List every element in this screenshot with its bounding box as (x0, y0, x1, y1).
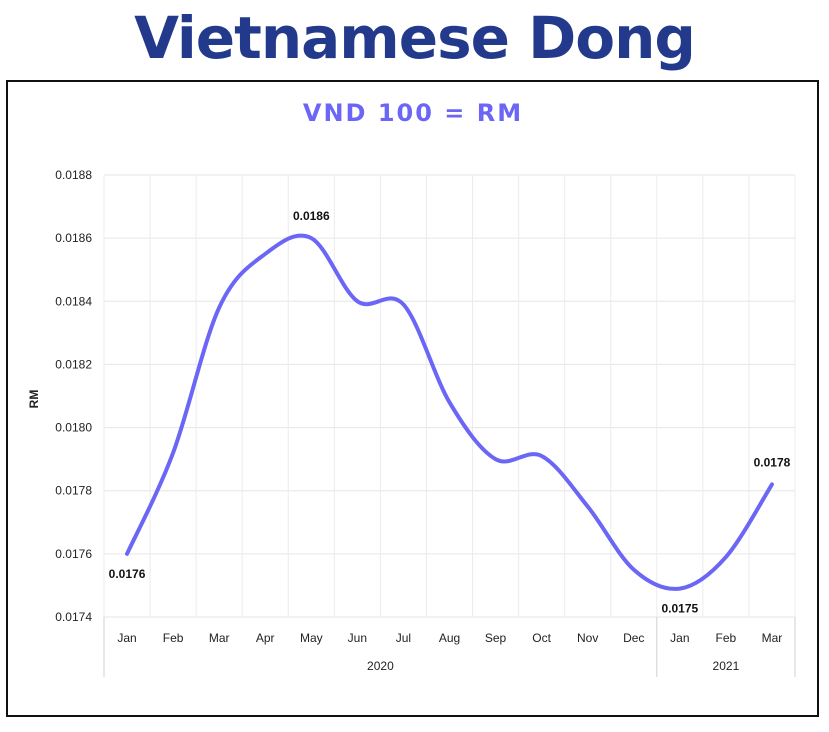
x-group-label: 2020 (367, 659, 394, 673)
x-tick-label: Feb (716, 631, 737, 645)
data-label: 0.0175 (661, 602, 698, 616)
x-tick-label: Feb (163, 631, 184, 645)
series-line (125, 233, 774, 591)
gridlines (103, 174, 796, 618)
data-label: 0.0176 (109, 567, 146, 581)
x-tick-label: Mar (762, 631, 783, 645)
y-tick-label: 0.0180 (55, 421, 92, 435)
y-tick-label: 0.0176 (55, 547, 92, 561)
x-tick-label: May (300, 631, 323, 645)
series-layer (125, 233, 774, 591)
y-axis-label: RM (27, 390, 41, 409)
x-tick-label: Jun (348, 631, 367, 645)
data-label: 0.0178 (754, 455, 791, 469)
chart-frame: VND 100 = RM 0.0188 0.0186 0.0184 0.0182 0.0… (6, 80, 819, 717)
x-tick-label: Nov (577, 631, 598, 645)
axes: 0.01880.01860.01840.01820.01800.01780.01… (55, 168, 796, 677)
x-tick-label: Mar (209, 631, 230, 645)
x-tick-label: Jul (396, 631, 411, 645)
y-tick-label: 0.0188 (55, 168, 92, 182)
x-group-label: 2021 (713, 659, 740, 673)
y-tick-label: 0.0182 (55, 357, 92, 371)
x-tick-label: Sep (485, 631, 507, 645)
y-tick-label: 0.0184 (55, 294, 92, 308)
x-tick-label: Oct (532, 631, 551, 645)
y-tick-label: 0.0178 (55, 484, 92, 498)
line-chart: VND 100 = RM 0.0188 0.0186 0.0184 0.0182 0.0… (27, 99, 796, 677)
page-title: Vietnamese Dong (134, 4, 696, 72)
data-labels: 0.0176 0.0186 0.0175 0.0178 (109, 209, 791, 615)
x-tick-label: Apr (256, 631, 275, 645)
x-tick-label: Jan (670, 631, 689, 645)
y-tick-label: 0.0186 (55, 231, 92, 245)
data-label: 0.0186 (293, 209, 330, 223)
x-tick-label: Aug (439, 631, 460, 645)
y-tick-label: 0.0174 (55, 610, 92, 624)
x-tick-label: Jan (117, 631, 136, 645)
x-tick-label: Dec (623, 631, 644, 645)
chart-title: VND 100 = RM (303, 99, 523, 127)
